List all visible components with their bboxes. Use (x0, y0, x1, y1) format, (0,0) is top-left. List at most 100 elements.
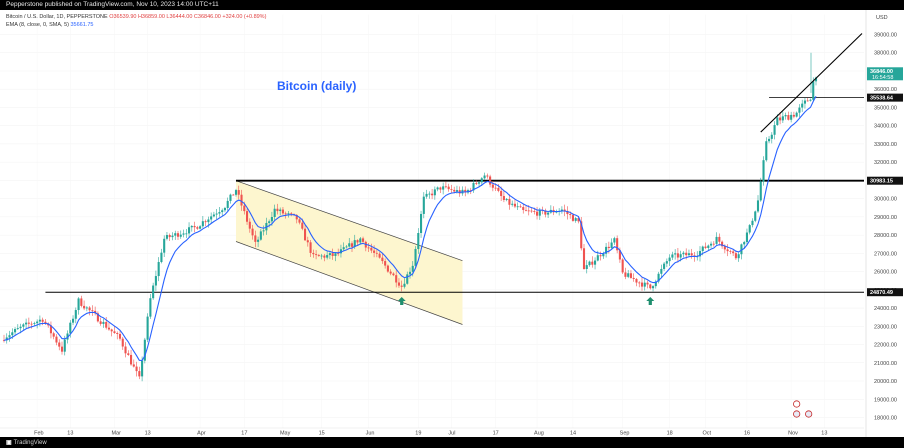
candle-body (229, 194, 232, 201)
candle-body (748, 225, 751, 233)
time-tick-label: 13 (67, 431, 73, 437)
candle-body (268, 221, 271, 223)
candle-body (591, 261, 594, 265)
time-tick-label: 15 (319, 431, 325, 437)
candle-body (566, 210, 569, 215)
candle-body (22, 324, 25, 327)
candle-body (287, 213, 290, 215)
candle-body (187, 227, 191, 234)
candle-body (654, 281, 657, 287)
price-tick-label: 21000.00 (874, 361, 897, 367)
candle-body (157, 262, 160, 277)
price-tick-label: 22000.00 (874, 343, 897, 349)
candle-body (16, 328, 19, 330)
candle-body (110, 329, 113, 332)
candle-body (593, 260, 597, 265)
candle-body (685, 252, 688, 256)
channel-upper-line (235, 180, 463, 261)
level-tag-30983-bg (867, 176, 903, 185)
candle-body (74, 310, 77, 319)
level-tag-24870: 24870.49 (870, 290, 893, 296)
candle-body (787, 115, 790, 120)
level-tag-24870-bg (867, 288, 903, 297)
chart-title: Bitcoin (daily) (277, 79, 357, 93)
candle-body (431, 193, 434, 196)
candle-body (19, 326, 22, 329)
candle-body (812, 81, 815, 100)
candle-body (599, 255, 602, 257)
candle-body (71, 318, 75, 323)
candle-body (480, 178, 483, 183)
time-tick-label: Apr (197, 431, 206, 437)
candle-body (146, 316, 149, 340)
candle-body (83, 305, 86, 309)
symbol-legend[interactable]: Bitcoin / U.S. Dollar, 1D, PEPPERSTONE O… (6, 14, 266, 20)
candle-body (102, 321, 105, 324)
price-tick-label: 39000.00 (874, 33, 897, 39)
candle-body (107, 327, 111, 330)
descending-channel (235, 180, 463, 325)
candle-body (270, 216, 273, 222)
candle-body (342, 247, 345, 250)
candle-body (627, 273, 630, 277)
candle-body (223, 207, 227, 211)
price-tick-label: 36000.00 (874, 87, 897, 93)
candle-body (124, 346, 127, 354)
candle-body (218, 212, 221, 214)
tv-logo-icon: ▣ (6, 440, 12, 446)
candle-body (176, 233, 180, 237)
candle-body (36, 321, 39, 324)
candle-body (640, 282, 644, 287)
candle-body (544, 210, 547, 215)
last-price-tag: 36846.00 (870, 69, 893, 75)
candle-body (723, 246, 726, 250)
candle-body (121, 338, 124, 347)
candle-body (439, 187, 442, 190)
candle-body (618, 250, 621, 260)
candle-body (345, 246, 348, 248)
chart-panel[interactable]: USD39000.0038000.0037000.0036000.0035000… (0, 10, 904, 437)
price-tick-label: 29000.00 (874, 215, 897, 221)
candle-body (317, 255, 320, 256)
candle-body (339, 249, 343, 254)
time-tick-label: 19 (415, 431, 421, 437)
candle-body (759, 181, 762, 201)
last-price-tag-countdown: 16:54:58 (872, 75, 893, 81)
candle-body (698, 250, 702, 257)
price-chart[interactable]: USD39000.0038000.0037000.0036000.0035000… (0, 10, 904, 437)
price-tick-label: 30000.00 (874, 197, 897, 203)
candle-body (397, 282, 401, 286)
candle-body (483, 175, 486, 179)
candle-body (754, 211, 757, 221)
candle-body (395, 275, 398, 283)
candle-body (668, 257, 671, 262)
candle-body (502, 196, 505, 200)
candle-body (524, 209, 528, 211)
candle-body (52, 333, 55, 337)
candle-body (163, 238, 166, 253)
candle-body (361, 238, 365, 242)
ohlc-values: O36539.90 H36859.00 L36444.00 C36846.00 … (109, 14, 267, 20)
candle-body (378, 253, 381, 258)
candle-body (381, 257, 384, 262)
time-tick-label: 18 (667, 431, 673, 437)
candle-body (237, 190, 240, 195)
candle-body (422, 196, 425, 214)
candle-body (779, 117, 782, 121)
time-tick-label: 17 (241, 431, 247, 437)
candle-body (359, 238, 362, 243)
candle-body (411, 265, 414, 272)
time-tick-label: 16 (744, 431, 750, 437)
candle-body (629, 273, 633, 278)
channel-lower-line (235, 241, 463, 325)
candle-body (160, 252, 163, 263)
candle-body (127, 353, 130, 355)
time-tick-label: 13 (821, 431, 827, 437)
candle-body (30, 323, 33, 325)
time-tick-label: Oct (703, 431, 712, 437)
ema-legend[interactable]: EMA (8, close, 0, SMA, 5) 35661.75 (6, 22, 93, 28)
candle-body (497, 187, 500, 191)
candle-body (674, 253, 677, 255)
